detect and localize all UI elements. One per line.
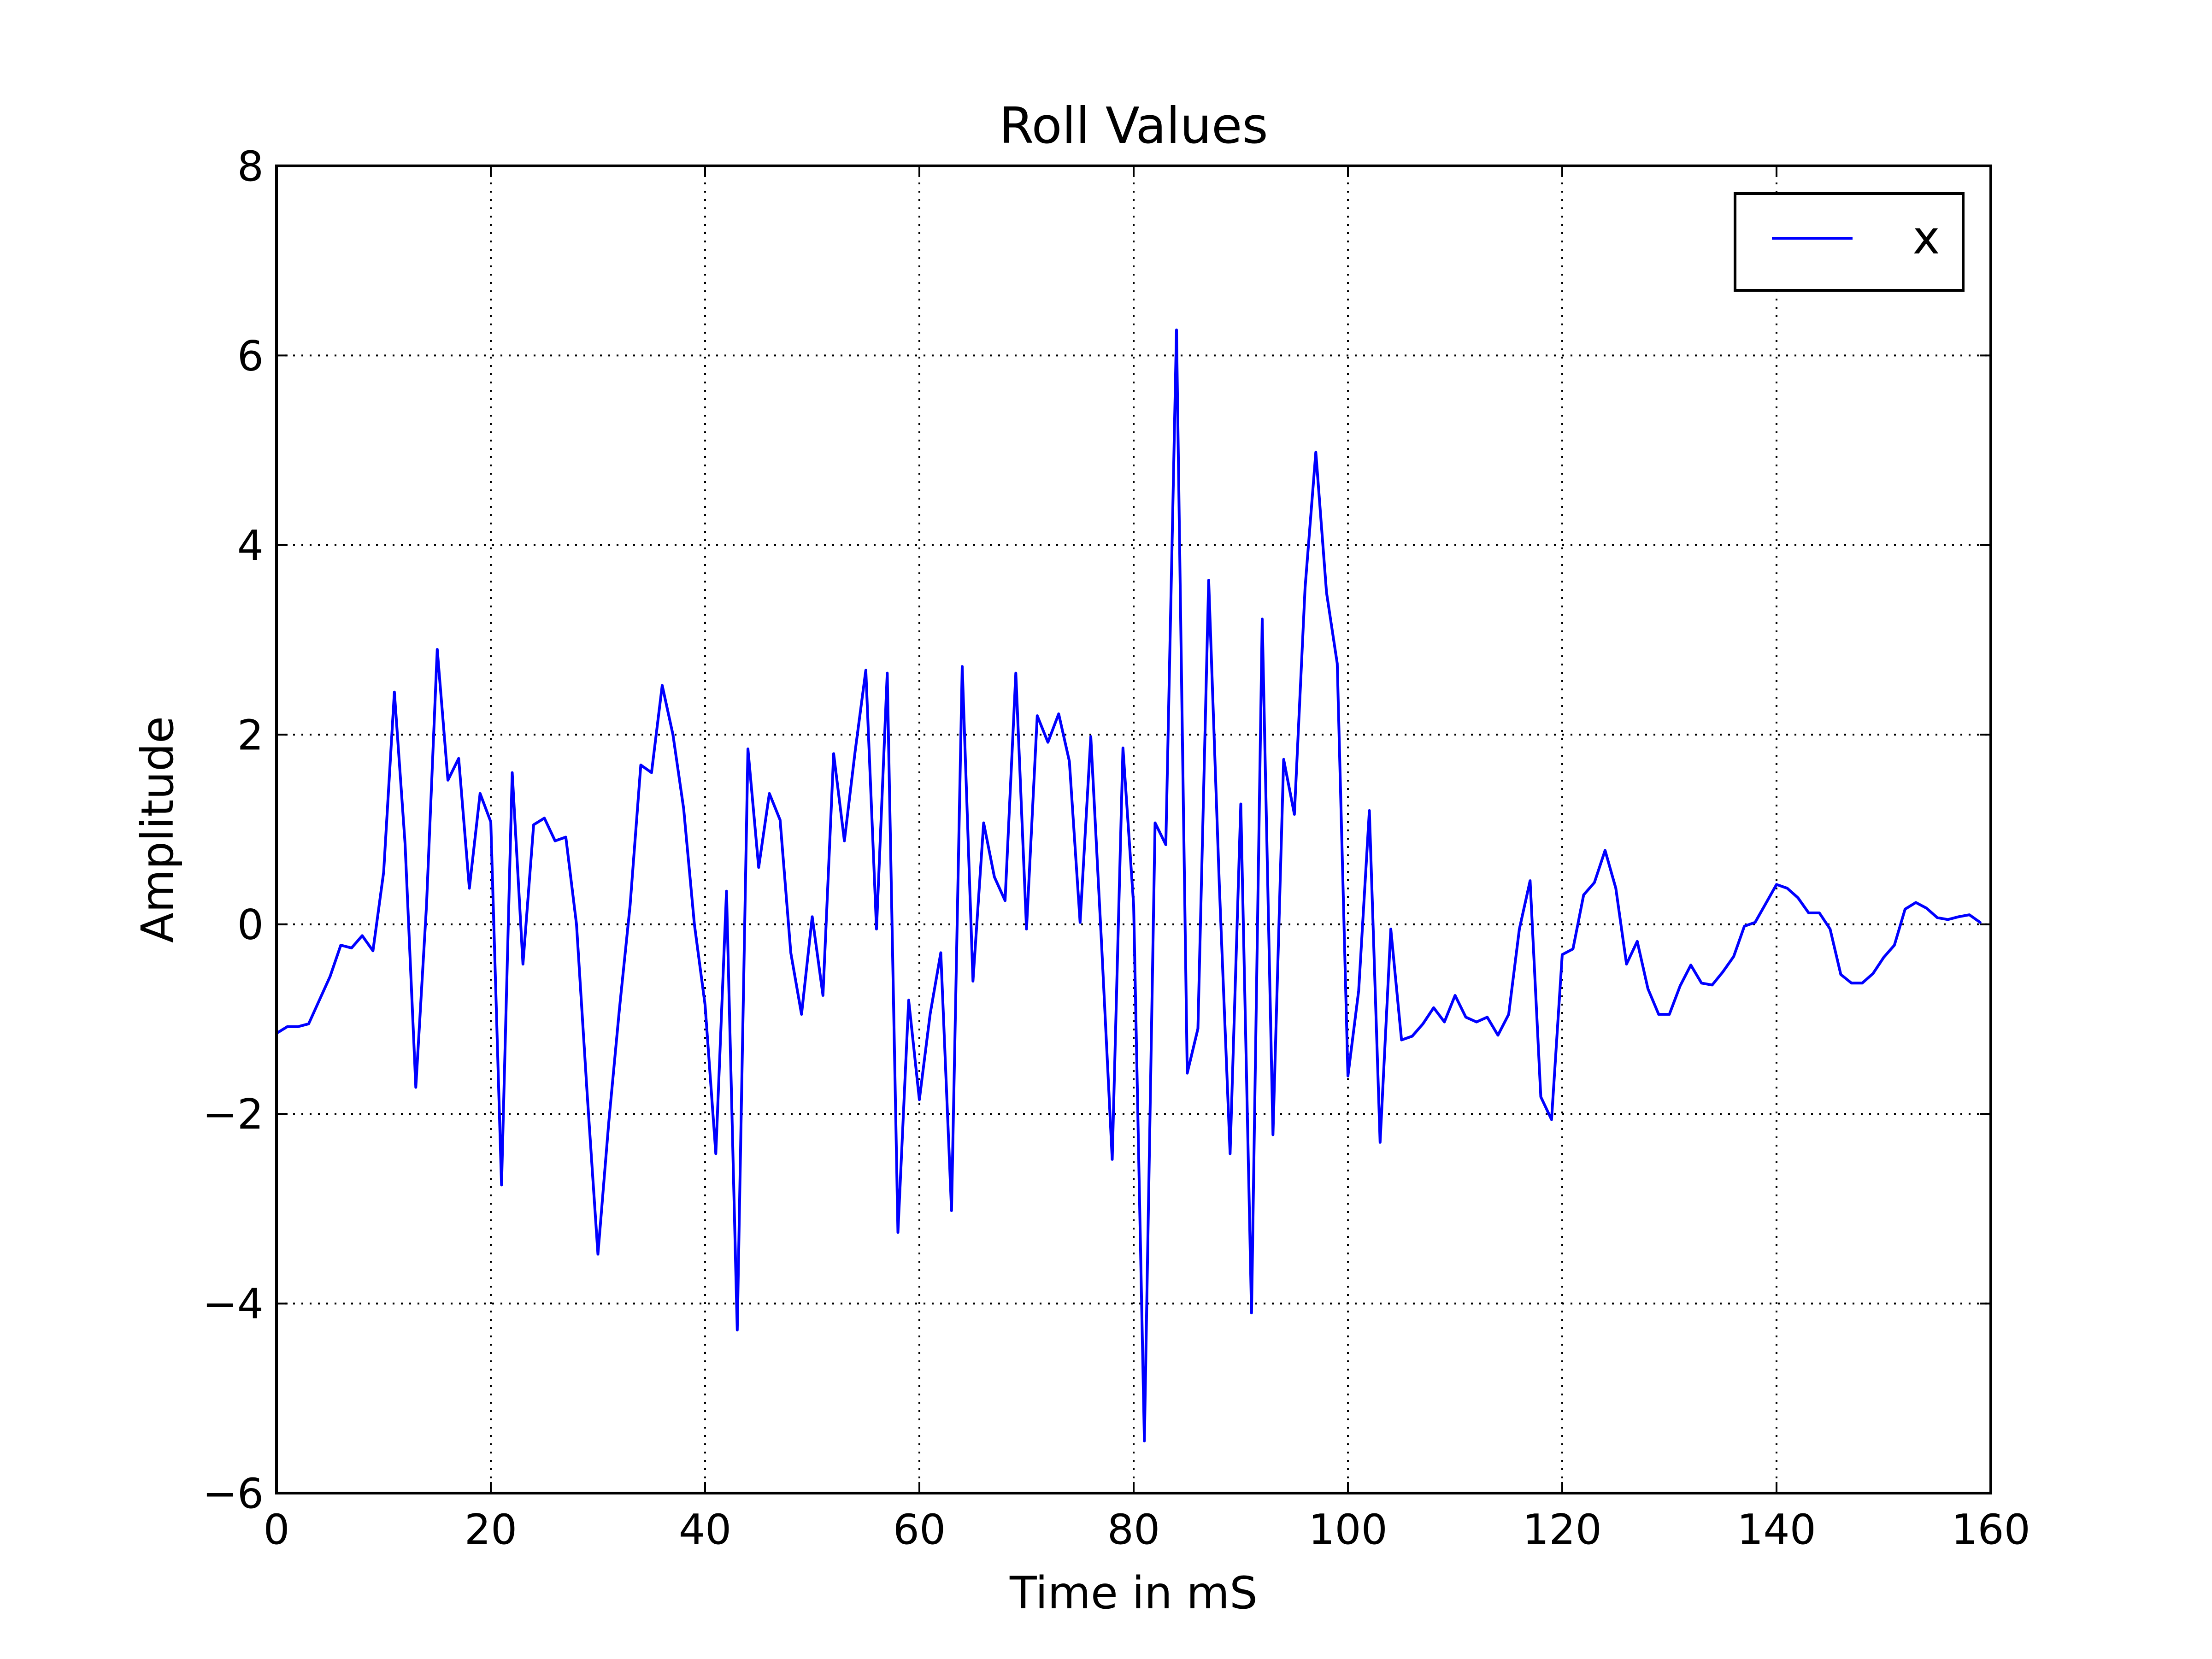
x-tick-label: 120 — [1523, 1506, 1602, 1554]
x-tick-label: 20 — [465, 1506, 518, 1554]
y-tick-label: 0 — [237, 901, 264, 949]
y-tick-labels: −6 −4 −2 0 2 4 6 8 — [202, 142, 264, 1518]
legend-label: x — [1912, 211, 1940, 265]
series-layer — [275, 328, 1982, 1442]
x-tick-label: 40 — [679, 1506, 732, 1554]
x-tick-label: 0 — [263, 1506, 289, 1554]
x-tick-label: 80 — [1107, 1506, 1160, 1554]
y-tick-label: 6 — [237, 332, 264, 380]
legend-box — [1734, 192, 1965, 292]
x-tick-label: 100 — [1308, 1506, 1388, 1554]
x-tick-labels: 0 20 40 60 80 100 120 140 160 — [263, 1506, 2030, 1554]
x-axis-label: Time in mS — [1009, 1567, 1258, 1619]
y-tick-label: −4 — [202, 1280, 264, 1329]
y-tick-label: −2 — [202, 1090, 264, 1139]
plot-frame — [275, 165, 1992, 1494]
x-tick-label: 60 — [893, 1506, 946, 1554]
x-tick-label: 160 — [1951, 1506, 2030, 1554]
y-tick-label: −6 — [202, 1470, 264, 1518]
chart-title: Roll Values — [999, 97, 1268, 155]
y-axis-label: Amplitude — [132, 716, 183, 943]
y-tick-label: 8 — [237, 142, 264, 191]
series-line-x — [275, 328, 1982, 1442]
y-tick-label: 2 — [237, 711, 264, 759]
x-tick-label: 140 — [1737, 1506, 1816, 1554]
legend: x — [1734, 192, 1965, 292]
y-tick-label: 4 — [237, 522, 264, 570]
